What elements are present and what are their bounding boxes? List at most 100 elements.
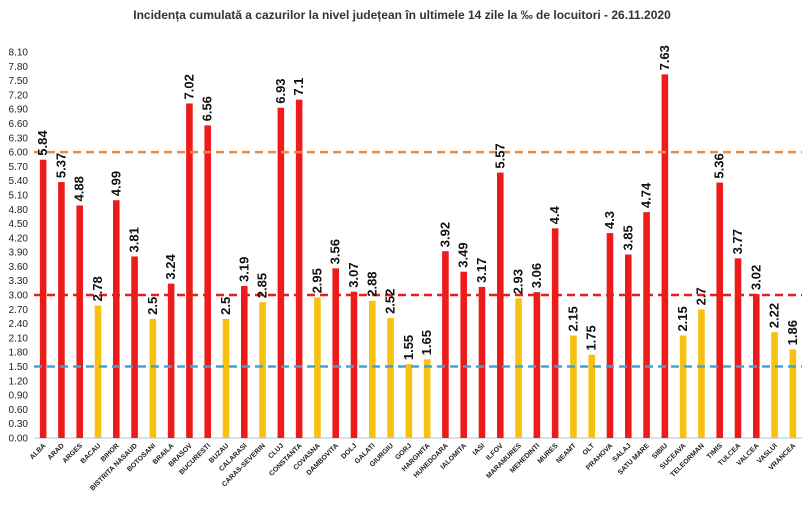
data-label: 3.24	[163, 254, 178, 280]
x-tick-label: NEAMT	[555, 442, 578, 465]
bar	[478, 286, 486, 438]
bar	[58, 182, 65, 438]
bar	[350, 291, 358, 438]
data-label: 1.75	[584, 325, 599, 350]
data-label: 1.86	[785, 320, 800, 345]
bar	[240, 285, 248, 438]
y-tick-label: 3.00	[9, 291, 29, 302]
bar	[442, 251, 449, 438]
y-tick-label: 5.70	[9, 162, 29, 173]
data-label: 7.1	[291, 78, 306, 96]
x-tick-label: TELEORMAN	[670, 442, 706, 478]
bar	[222, 318, 230, 438]
y-tick-label: 2.40	[9, 319, 29, 330]
data-label: 4.88	[72, 176, 87, 201]
bar	[368, 300, 376, 438]
y-tick-label: 0.30	[9, 419, 29, 430]
data-label: 2.85	[255, 273, 270, 298]
data-label: 3.19	[236, 257, 251, 282]
bar	[314, 297, 321, 438]
y-tick-label: 5.10	[9, 190, 29, 201]
bar	[76, 205, 84, 438]
y-tick-label: 4.80	[9, 205, 29, 216]
data-label: 4.99	[108, 171, 123, 196]
data-label: 2.15	[565, 306, 580, 331]
data-label: 3.81	[127, 227, 142, 252]
data-label: 2.5	[145, 297, 160, 315]
data-label: 2.5	[218, 297, 233, 315]
data-label: 3.77	[730, 229, 745, 254]
data-label: 6.93	[273, 78, 288, 103]
bar	[679, 335, 687, 438]
data-label: 5.36	[712, 153, 727, 178]
data-label: 7.63	[657, 45, 672, 70]
y-tick-label: 2.10	[9, 333, 29, 344]
data-label: 3.17	[474, 258, 489, 283]
bar	[789, 349, 797, 438]
bar	[698, 309, 705, 438]
y-tick-label: 3.30	[9, 276, 29, 287]
y-tick-label: 1.80	[9, 348, 29, 359]
bar	[734, 258, 742, 438]
threshold-lines	[34, 150, 802, 368]
bar	[570, 335, 577, 438]
bar	[131, 256, 138, 438]
bar	[94, 305, 102, 438]
bar	[149, 318, 157, 438]
data-label: 2.52	[383, 289, 398, 314]
y-tick-label: 7.50	[9, 76, 29, 87]
y-tick-label: 4.50	[9, 219, 29, 230]
y-tick-label: 0.90	[9, 391, 29, 402]
bar	[204, 125, 212, 438]
data-label: 4.3	[602, 211, 617, 229]
data-label: 3.06	[529, 263, 544, 288]
bar	[643, 212, 650, 438]
bar	[186, 103, 193, 438]
bar	[295, 99, 303, 438]
x-tick-label: IASI	[472, 442, 487, 457]
bars	[39, 74, 797, 439]
bar	[167, 283, 175, 438]
chart-title: Incidența cumulată a cazurilor la nivel …	[133, 8, 671, 22]
data-label: 1.65	[419, 330, 434, 355]
bar	[423, 359, 431, 438]
data-label: 3.56	[328, 239, 343, 264]
data-label: 6.56	[200, 96, 215, 121]
data-label: 4.4	[547, 205, 562, 224]
data-label: 7.02	[181, 74, 196, 99]
y-tick-label: 2.70	[9, 305, 29, 316]
data-label: 2.88	[364, 271, 379, 296]
data-label: 3.92	[437, 222, 452, 247]
bar	[112, 200, 120, 438]
bar	[551, 228, 559, 438]
y-tick-label: 7.80	[9, 62, 29, 73]
data-labels: 5.845.37 4.88 2.78 4.99 3.81 2.5 3.24 7.02 6.56 2…	[35, 45, 800, 360]
bar	[332, 268, 340, 438]
bar	[606, 233, 614, 438]
bar	[716, 182, 724, 438]
y-tick-label: 7.20	[9, 90, 29, 101]
bar	[405, 364, 413, 438]
y-tick-label: 5.40	[9, 176, 29, 187]
data-label: 2.22	[767, 303, 782, 328]
bar	[588, 354, 596, 438]
bar	[533, 292, 541, 438]
bar	[771, 332, 778, 438]
data-label: 3.02	[748, 265, 763, 290]
y-tick-label: 6.90	[9, 105, 29, 116]
y-tick-label: 3.60	[9, 262, 29, 273]
bar	[39, 159, 47, 438]
bar	[460, 271, 468, 438]
y-tick-label: 6.00	[9, 148, 29, 159]
data-label: 5.84	[35, 130, 50, 156]
data-label: 2.78	[90, 276, 105, 301]
data-label: 2.93	[511, 269, 526, 294]
data-label: 4.74	[639, 182, 654, 208]
data-label: 2.95	[309, 268, 324, 293]
data-label: 3.85	[620, 225, 635, 250]
data-label: 1.55	[401, 335, 416, 360]
bar	[515, 298, 522, 438]
y-tick-label: 8.10	[9, 48, 29, 59]
